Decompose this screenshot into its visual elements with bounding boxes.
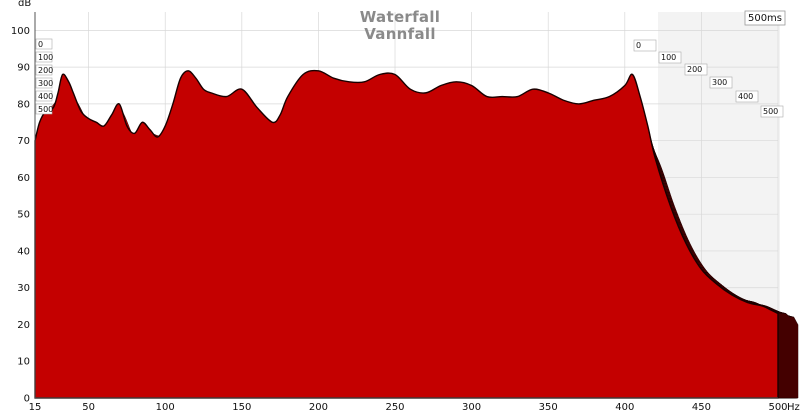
y-tick-label-2: 20 [17,320,30,331]
x-tick-label-7: 350 [539,402,558,413]
x-tick-label-6: 300 [462,402,481,413]
depth-label-right-1: 100 [661,53,676,62]
x-tick-label-2: 100 [156,402,175,413]
depth-box-right-3 [709,76,733,89]
y-tick-label-4: 40 [17,246,30,257]
depth-label-right-4: 400 [738,92,753,101]
depth-label-right-3: 300 [712,78,727,87]
x-tick-label-9: 450 [692,402,711,413]
depth-box-right-5 [760,105,784,118]
depth-labels: 0 100 200 300 400 500 0 100 200 300 400 500 [35,38,784,118]
depth-box-right-4 [735,90,759,103]
depth-label-left-4: 400 [38,92,53,101]
tick-labels: 0 10 20 30 40 50 60 70 80 90 100 15 50 100 150 200 250 30… [11,26,788,413]
waterfall-slices [34,69,799,399]
y-tick-label-3: 30 [17,283,30,294]
depth-box-left-5 [35,103,53,115]
y-tick-label-0: 0 [24,394,30,405]
depth-label-left-1: 100 [38,53,53,62]
y-axis-label: dB [18,0,31,9]
depth-box-right-0 [633,39,657,52]
depth-label-left-0: 0 [38,40,43,49]
depth-box-right-1 [658,51,682,64]
x-tick-label-3: 150 [232,402,251,413]
depth-label-left-2: 200 [38,66,53,75]
y-tick-label-1: 10 [17,357,30,368]
depth-box-right-2 [684,63,708,76]
axes [34,12,778,399]
depth-box-left-0 [35,38,53,50]
x-axis-label: Hz [787,402,800,413]
depth-label-right-0: 0 [636,41,641,50]
depth-box-left-4 [35,90,53,102]
chart-title: Waterfall [360,8,441,26]
depth-label-left-5: 500 [38,105,53,114]
slice-40 [34,69,779,399]
x-tick-label-10: 500 [768,402,787,413]
y-tick-label-9: 90 [17,63,30,74]
depth-box-left-3 [35,77,53,89]
y-tick-label-10: 100 [11,26,30,37]
y-tick-label-6: 60 [17,173,30,184]
time-range-box [744,10,786,26]
depth-label-right-5: 500 [763,107,778,116]
depth-label-right-2: 200 [687,65,702,74]
y-tick-label-5: 50 [17,210,30,221]
depth-box-left-1 [35,51,53,63]
x-tick-label-8: 400 [615,402,634,413]
x-tick-label-5: 250 [385,402,404,413]
chart-subtitle: Vannfall [364,25,436,43]
y-tick-label-7: 70 [17,136,30,147]
x-tick-label-1: 50 [82,402,95,413]
depth-label-left-3: 300 [38,79,53,88]
x-tick-label-4: 200 [309,402,328,413]
time-range-label: 500ms [748,13,782,24]
x-tick-label-0: 15 [29,402,42,413]
depth-box-left-2 [35,64,53,76]
y-tick-label-8: 80 [17,99,30,110]
